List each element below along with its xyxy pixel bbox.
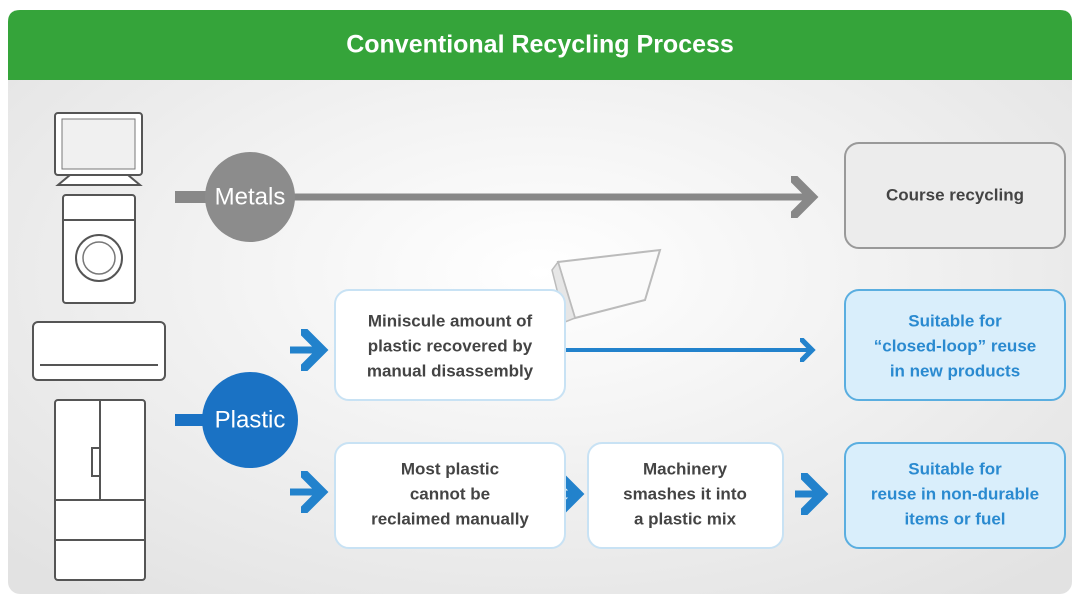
box-text: manual disassembly — [367, 361, 534, 380]
box-text: a plastic mix — [634, 509, 737, 528]
connector — [175, 191, 207, 203]
box-text: Suitable for — [908, 459, 1002, 478]
box-text: items or fuel — [904, 509, 1005, 528]
box-text: plastic recovered by — [368, 336, 533, 355]
title: Conventional Recycling Process — [346, 31, 734, 59]
box-text: Miniscule amount of — [368, 311, 533, 330]
box-text: reuse in non-durable — [871, 484, 1039, 503]
box-text: “closed-loop” reuse — [874, 336, 1036, 355]
box-text: Suitable for — [908, 311, 1002, 330]
box-text: smashes it into — [623, 484, 747, 503]
box-text: Most plastic — [401, 459, 499, 478]
box-text: cannot be — [410, 484, 490, 503]
box-text: Machinery — [643, 459, 728, 478]
metals-label: Metals — [215, 183, 286, 210]
box-text: reclaimed manually — [371, 509, 529, 528]
box-text: Course recycling — [886, 185, 1024, 204]
box-text: in new products — [890, 361, 1020, 380]
diagram: Conventional Recycling Process Metals Co… — [0, 0, 1080, 599]
plastic-label: Plastic — [215, 406, 286, 433]
